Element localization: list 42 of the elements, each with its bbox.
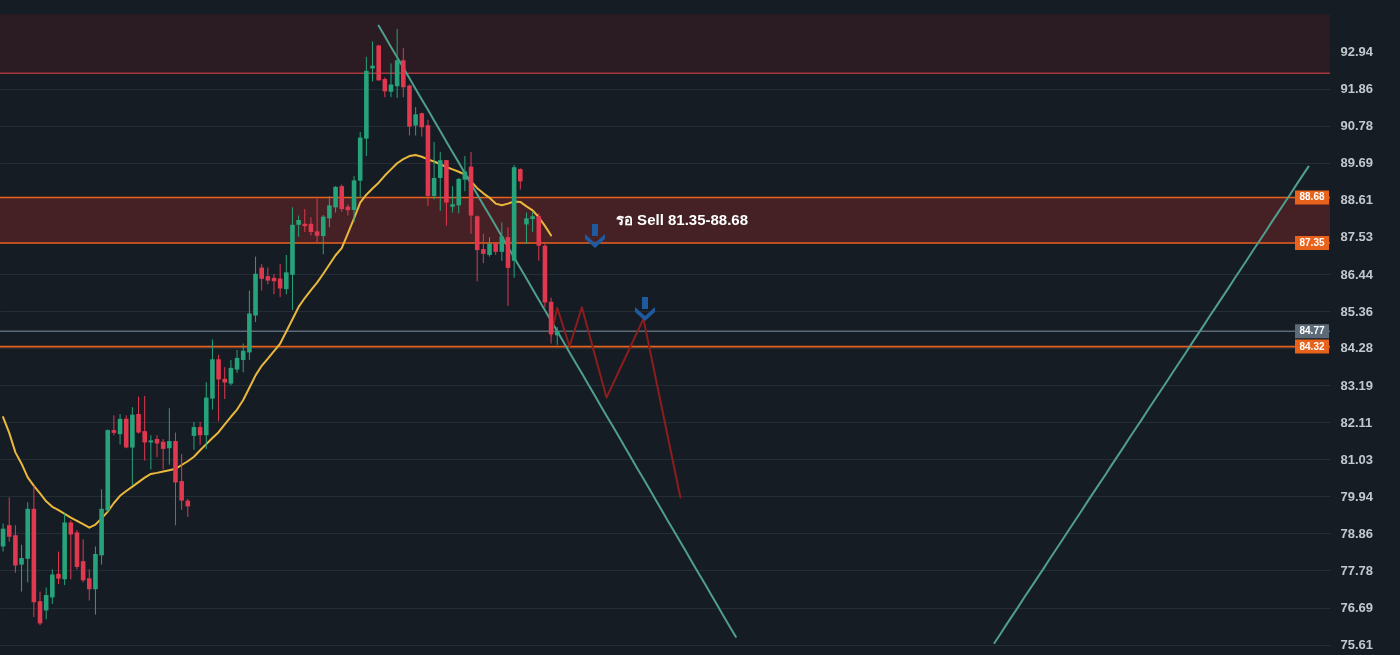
y-tick-label: 84.28 — [1340, 340, 1374, 356]
y-tick-label: 89.69 — [1340, 155, 1374, 171]
candlestick — [216, 354, 221, 422]
candlestick — [487, 236, 492, 258]
ref-line-label: 88.68 — [1299, 191, 1325, 203]
candlestick — [437, 151, 443, 212]
candlestick — [50, 568, 55, 605]
y-tick-label: 91.86 — [1340, 81, 1374, 97]
y-tick-label: 81.03 — [1340, 451, 1374, 467]
candlestick — [296, 215, 301, 238]
candlestick — [413, 106, 418, 136]
candlestick — [111, 414, 117, 436]
line-series — [2, 154, 553, 529]
y-tick-label: 78.86 — [1340, 525, 1374, 541]
y-tick-label: 82.11 — [1340, 414, 1373, 430]
y-tick-label: 83.19 — [1340, 377, 1374, 393]
y-tick-label: 92.94 — [1340, 44, 1374, 60]
y-tick-label: 87.53 — [1340, 229, 1374, 245]
candlestick — [518, 167, 523, 191]
y-tick-label: 76.69 — [1340, 600, 1374, 616]
band-label: รอ Sell 81.35-88.68 — [615, 211, 749, 229]
ref-line-label: 84.32 — [1299, 340, 1325, 352]
candlestick — [481, 233, 486, 264]
y-tick-label: 86.44 — [1340, 266, 1374, 282]
y-tick-label: 79.94 — [1340, 489, 1374, 504]
y-tick-label: 88.61 — [1340, 192, 1374, 208]
y-tick-label: 90.78 — [1340, 118, 1374, 134]
ref-line-label: 87.35 — [1299, 236, 1325, 248]
candlestick — [167, 407, 172, 466]
y-tick-label: 77.78 — [1340, 562, 1374, 578]
y-tick-label: 75.61 — [1340, 637, 1374, 653]
ref-line-label: 84.77 — [1299, 325, 1325, 337]
candlestick — [259, 263, 264, 292]
candlestick — [56, 551, 61, 585]
candlestick — [86, 568, 92, 602]
candlestick — [302, 208, 308, 233]
candlestick — [222, 366, 228, 400]
candlestick — [499, 221, 505, 262]
candlestick — [339, 183, 345, 213]
y-tick-label: 85.36 — [1340, 303, 1374, 319]
candlestick — [314, 197, 320, 245]
candlestick — [462, 155, 468, 192]
